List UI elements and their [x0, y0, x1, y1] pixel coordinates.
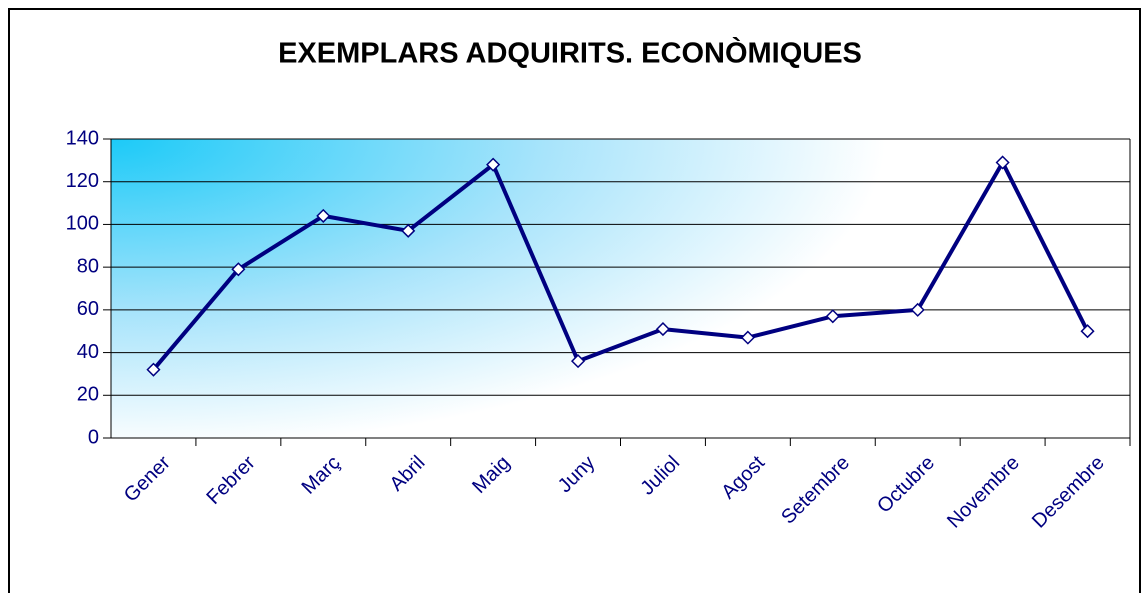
- data-point: [486, 157, 501, 172]
- data-point: [995, 155, 1010, 170]
- data-point: [825, 309, 840, 324]
- y-tick-label: 120: [66, 170, 99, 192]
- data-point: [740, 330, 755, 345]
- y-tick-label: 0: [88, 426, 99, 448]
- data-point: [146, 362, 161, 377]
- data-point: [231, 262, 246, 277]
- data-line: [151, 160, 1090, 371]
- y-tick-label: 40: [77, 341, 99, 363]
- data-point: [570, 354, 586, 369]
- data-point: [655, 322, 671, 337]
- plot-background: [111, 139, 1130, 438]
- data-point: [1080, 324, 1095, 339]
- data-point: [910, 302, 925, 317]
- data-point: [401, 223, 416, 238]
- y-tick-label: 140: [66, 127, 99, 149]
- data-point: [316, 208, 331, 223]
- y-tick-label: 100: [66, 213, 99, 235]
- chart-title: EXEMPLARS ADQUIRITS. ECONÒMIQUES: [278, 36, 862, 70]
- y-tick-label: 80: [77, 255, 99, 277]
- y-tick-label: 60: [77, 298, 99, 320]
- y-tick-label: 20: [77, 384, 99, 406]
